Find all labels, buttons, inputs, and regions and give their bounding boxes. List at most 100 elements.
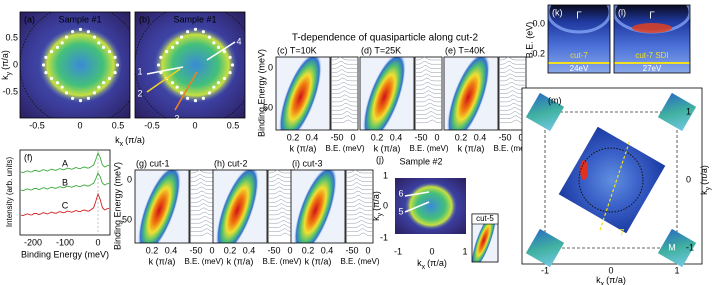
fs-dot <box>71 30 75 34</box>
fs-dot <box>49 76 54 81</box>
edc-curve <box>332 90 357 94</box>
image-group <box>548 5 610 73</box>
arpes-image <box>614 5 690 73</box>
x-tick-label: 0.5 <box>112 120 125 130</box>
fs-dot <box>55 45 60 49</box>
fs-dot <box>55 81 60 85</box>
sample-label: Sample #1 <box>173 14 216 24</box>
x-tick-label: 0.4 <box>474 132 487 142</box>
edc-curve <box>332 86 357 90</box>
fs-dot <box>78 99 83 103</box>
fs-dot <box>212 85 216 89</box>
axis-label: k (π/a) <box>227 256 254 266</box>
x-tick-label: 0.2 <box>455 132 468 142</box>
axis-subscript: y <box>705 186 712 190</box>
edc-curve <box>332 119 357 124</box>
panel-label: (l) <box>618 7 626 17</box>
edc-curve <box>416 61 441 65</box>
edc-curve <box>347 190 372 195</box>
edc-curve <box>191 215 216 220</box>
y-tick-label: -0.5 <box>2 86 18 96</box>
panel-label: (f) <box>24 152 33 162</box>
corner-tile <box>525 92 565 132</box>
fs-dot <box>41 63 46 67</box>
axis-unit: (π/a) <box>0 50 10 70</box>
x-tick-label: -50 <box>345 245 358 255</box>
edc-curve <box>416 102 441 107</box>
axis-label: kx (π/a) <box>417 258 447 270</box>
axis-label: k (π/a) <box>374 143 401 153</box>
edc-curve <box>346 169 372 174</box>
cut-label: 5 <box>398 206 403 216</box>
edc-curve <box>191 195 216 199</box>
fs-dot <box>92 91 97 95</box>
fs-dot <box>49 49 54 54</box>
fs-intensity <box>153 26 238 104</box>
x-tick-label: 0 <box>350 132 355 142</box>
x-tick-label: -50 <box>330 132 343 142</box>
axis-label: k (π/a) <box>149 256 176 266</box>
axis-label: B.E. (meV) <box>493 144 532 153</box>
edc-curve <box>415 56 441 61</box>
axis-label: Intensity (arb. units) <box>5 157 14 228</box>
edc-curve <box>191 178 216 182</box>
image-group <box>135 12 245 118</box>
x-tick-label: 0.4 <box>390 132 403 142</box>
x-tick-label: 0.4 <box>243 245 256 255</box>
curve-label: C <box>62 200 69 210</box>
axis-label: k (π/a) <box>290 143 317 153</box>
sample-label: Sample #1 <box>58 14 101 24</box>
axis-unit: (π/a) <box>427 258 447 268</box>
x-tick-label: -100 <box>56 237 74 247</box>
edc-curve <box>269 190 294 195</box>
x-tick-label: 0 <box>95 237 100 247</box>
y-tick-label: -1 <box>686 242 694 252</box>
x-tick-label: -0.5 <box>29 120 45 130</box>
edc-curve <box>269 232 294 237</box>
edc-curve <box>347 186 372 190</box>
image-group <box>291 170 345 243</box>
cut-line <box>599 139 631 231</box>
edc-curve <box>332 107 357 111</box>
arpes-band <box>472 214 497 262</box>
edc-curve <box>191 182 216 186</box>
edc-curve <box>347 224 372 228</box>
edc-curve <box>332 82 357 86</box>
fs-dot <box>60 85 64 89</box>
edc-curve <box>191 199 216 203</box>
edc-curve <box>332 115 357 119</box>
image-group <box>444 57 498 130</box>
frame <box>19 11 131 119</box>
frame <box>275 56 331 131</box>
panel-label: (k) <box>552 7 563 17</box>
edc-curve <box>347 199 372 203</box>
cut-label: 7 <box>619 227 624 237</box>
fs-dot <box>186 96 190 100</box>
x-tick-label: -50 <box>498 132 511 142</box>
axis-subscript: x <box>601 281 605 285</box>
edc-curve <box>499 56 525 61</box>
x-tick-label: 0 <box>209 245 214 255</box>
edc-curve <box>332 98 357 103</box>
axis-symbol: k <box>417 258 422 268</box>
edc-curve <box>269 207 294 211</box>
fs-dot <box>179 91 184 95</box>
axis-subscript: x <box>120 141 124 148</box>
edc-curve <box>332 111 357 115</box>
fs-dot <box>78 27 83 31</box>
figure-title: T-dependence of quasiparticle along cut-… <box>292 33 479 44</box>
edc-curve <box>347 232 372 237</box>
x-tick-label: 0.4 <box>306 132 319 142</box>
edc-curve <box>347 182 372 186</box>
edc-curve <box>269 174 294 178</box>
cut-line <box>146 68 181 93</box>
fs-dot <box>60 41 64 45</box>
fs-dot <box>222 49 227 54</box>
edc-curve <box>269 195 294 199</box>
edc-curve <box>269 224 294 228</box>
axis-label: k (π/a) <box>458 143 485 153</box>
cut-label: 1 <box>137 66 142 76</box>
y-tick-label: 0 <box>127 174 132 184</box>
axis-symbol: k <box>699 190 709 195</box>
